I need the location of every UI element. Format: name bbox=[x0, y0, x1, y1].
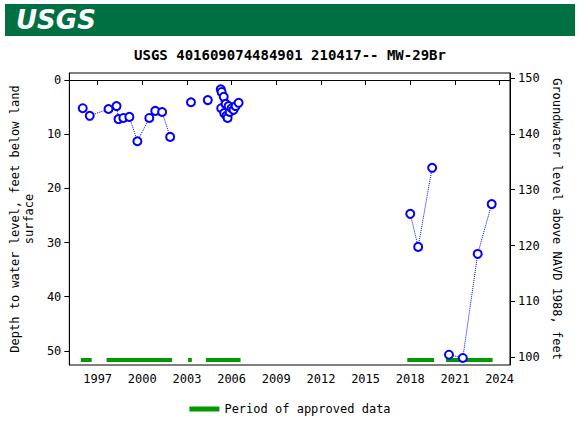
svg-text:USGS 401609074484901 210417--: USGS 401609074484901 210417-- MW-29Br bbox=[134, 47, 446, 63]
svg-text:Groundwater level above NAVD 1: Groundwater level above NAVD 1988, feet bbox=[550, 78, 564, 360]
svg-text:2018: 2018 bbox=[396, 372, 425, 386]
svg-text:USGS: USGS bbox=[16, 5, 96, 35]
svg-text:2012: 2012 bbox=[306, 372, 335, 386]
svg-text:2009: 2009 bbox=[262, 372, 291, 386]
svg-text:30: 30 bbox=[47, 236, 61, 250]
svg-text:120: 120 bbox=[518, 239, 540, 253]
svg-text:2015: 2015 bbox=[351, 372, 380, 386]
svg-text:0: 0 bbox=[54, 73, 61, 87]
svg-text:2006: 2006 bbox=[217, 372, 246, 386]
svg-text:20: 20 bbox=[47, 181, 61, 195]
svg-text:130: 130 bbox=[518, 183, 540, 197]
svg-text:50: 50 bbox=[47, 344, 61, 358]
svg-text:10: 10 bbox=[47, 127, 61, 141]
svg-text:2021: 2021 bbox=[440, 372, 469, 386]
svg-text:2024: 2024 bbox=[485, 372, 514, 386]
svg-text:150: 150 bbox=[518, 71, 540, 85]
svg-text:1997: 1997 bbox=[83, 372, 112, 386]
svg-text:140: 140 bbox=[518, 127, 540, 141]
svg-text:110: 110 bbox=[518, 294, 540, 308]
svg-text:100: 100 bbox=[518, 350, 540, 364]
svg-text:40: 40 bbox=[47, 290, 61, 304]
svg-text:Depth to water level, feet bel: Depth to water level, feet below land bbox=[8, 85, 22, 352]
svg-text:2003: 2003 bbox=[173, 372, 202, 386]
svg-text:2000: 2000 bbox=[128, 372, 157, 386]
svg-text:surface: surface bbox=[22, 194, 36, 245]
svg-text:Period of approved data: Period of approved data bbox=[224, 402, 390, 416]
